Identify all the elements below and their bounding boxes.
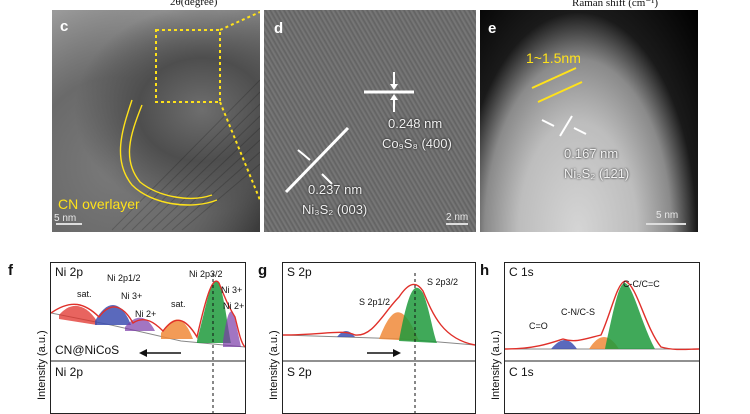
phase-label-1: Co₉S₈ (400) <box>382 136 452 151</box>
ylabel-g: Intensity (a.u.) <box>268 330 280 400</box>
phase-label-e: Ni₃S₂ (121) <box>564 166 630 181</box>
xps-title-h-lower: C 1s <box>509 365 534 379</box>
d-spacing-label-1: 0.248 nm <box>388 116 443 131</box>
tem-overlay-e <box>531 67 686 225</box>
xps-title-g-lower: S 2p <box>287 365 312 379</box>
peak-label-f-1: Ni 2p3/2 <box>189 269 223 279</box>
overlayer-thickness-label: 1~1.5nm <box>526 50 581 66</box>
overlayer-outline-outer <box>119 99 218 206</box>
peak-label-f-0: Ni 2p1/2 <box>107 273 141 283</box>
d-spacing-label-e: 0.167 nm <box>564 146 619 161</box>
peak-label-h-2: C-C/C=C <box>623 279 660 289</box>
tem-image-e: e 1~1.5nm 0.167 nm Ni₃S₂ (121) 5 nm <box>480 10 698 232</box>
tem-overlay-c <box>56 11 260 231</box>
panel-letter-g: g <box>258 262 268 279</box>
tem-image-c: c CN overlayer 5 nm <box>52 10 260 232</box>
peak-label-h-1: C-N/C-S <box>561 307 595 317</box>
scale-label-d: 2 nm <box>446 212 469 223</box>
overlayer-outline-inner <box>128 104 213 199</box>
xps-title-h: C 1s <box>509 265 534 279</box>
ylabel-h: Intensity (a.u.) <box>490 330 502 400</box>
sample-label-f: CN@NiCoS <box>55 343 120 357</box>
xps-title-g: S 2p <box>287 265 312 279</box>
panel-letter-d: d <box>274 20 284 37</box>
xaxis-label-right: Raman shift (cm⁻¹) <box>572 0 659 9</box>
xps-curves-h <box>505 280 699 362</box>
panel-letter-e: e <box>488 20 497 37</box>
d-spacing-label-2: 0.237 nm <box>308 182 363 197</box>
xps-title-f: Ni 2p <box>55 265 84 279</box>
cn-overlayer-label: CN overlayer <box>58 196 140 212</box>
peak-label-h-0: C=O <box>529 321 548 331</box>
xps-plot-f: Ni 2p Ni 2p1/2 Ni 2p3/2 sat. Ni 3+ Ni 2+… <box>50 262 246 414</box>
panel-letter-c: c <box>60 18 69 35</box>
peak-label-f-6: Ni 3+ <box>221 285 243 295</box>
tem-image-d: d 0.248 nm Co₉S₈ (400) 0.237 nm Ni₃S₂ (0… <box>264 10 476 232</box>
xps-plot-g: S 2p S 2p1/2 S 2p3/2 S 2p <box>282 262 476 414</box>
peak-label-f-7: Ni 2+ <box>223 301 245 311</box>
xps-curves-g <box>283 273 475 413</box>
peak-label-f-3: Ni 3+ <box>121 291 143 301</box>
peak-label-f-2: sat. <box>77 289 92 299</box>
peak-label-g-0: S 2p1/2 <box>359 297 391 307</box>
scale-label-c: 5 nm <box>54 213 77 224</box>
xaxis-label-left: 2θ(degree) <box>170 0 218 8</box>
panel-letter-h: h <box>480 262 490 279</box>
xps-title-f-lower: Ni 2p <box>55 365 84 379</box>
peak-label-f-5: sat. <box>171 299 186 309</box>
tem-overlay-d <box>284 72 468 225</box>
panel-letter-f: f <box>8 262 13 279</box>
xps-plot-h: C 1s C=O C-N/C-S C-C/C=C C 1s <box>504 262 700 414</box>
zoom-box <box>155 29 221 103</box>
phase-label-2: Ni₃S₂ (003) <box>302 202 368 217</box>
peak-label-f-4: Ni 2+ <box>135 309 157 319</box>
scale-label-e: 5 nm <box>656 210 679 221</box>
peak-label-g-1: S 2p3/2 <box>427 277 459 287</box>
xps-curves-f <box>51 273 245 413</box>
ylabel-f: Intensity (a.u.) <box>36 330 48 400</box>
